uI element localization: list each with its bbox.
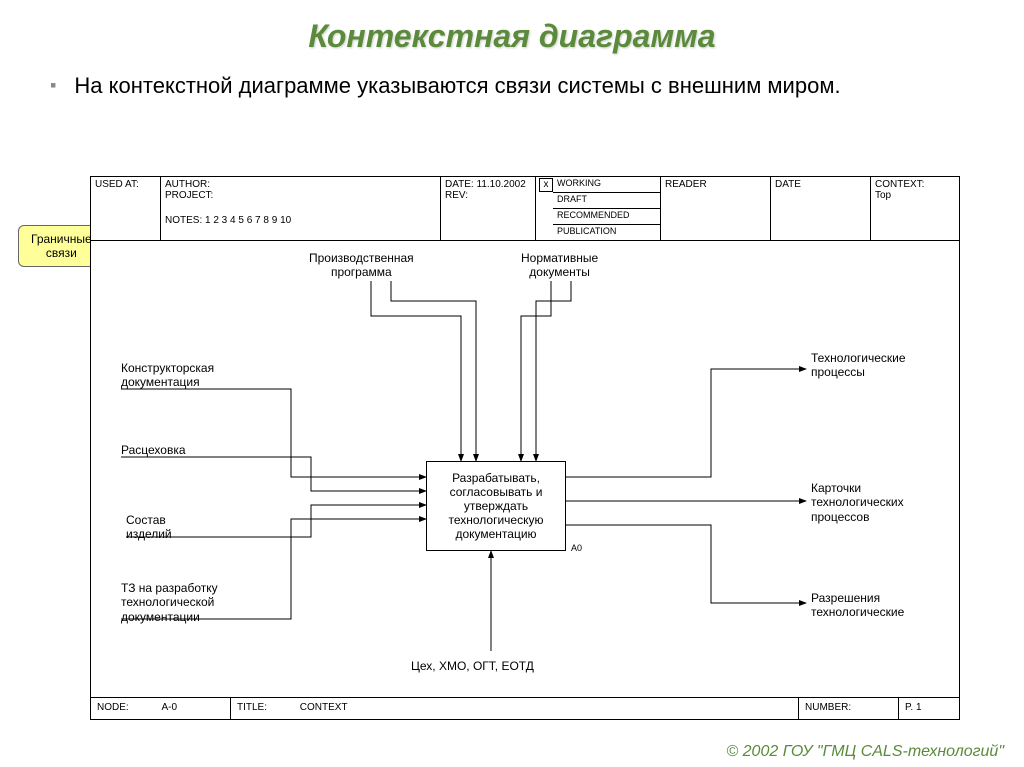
header-table: USED AT: AUTHOR: PROJECT: NOTES: 1 2 3 4… [91,177,959,241]
hdr-notes: NOTES: 1 2 3 4 5 6 7 8 9 10 [165,215,436,226]
footer-table: NODE: A-0 TITLE: CONTEXT NUMBER: P. 1 [91,697,959,719]
hdr-context: CONTEXT: [875,179,956,190]
copyright-text: © 2002 ГОУ "ГМЦ CALS-технологий" [726,743,1004,761]
control-label-0: Производственнаяпрограмма [309,251,414,280]
center-activity-text: Разрабатывать, согласовывать и утверждат… [433,471,559,541]
callout-line1: Граничные [31,232,92,246]
hdr-context-val: Top [875,190,956,201]
ftr-node-label: NODE: [97,702,129,713]
ftr-title-value: CONTEXT [300,702,348,713]
input-label-3: ТЗ на разработкутехнологическойдокумента… [121,581,218,624]
center-box-id: A0 [571,543,582,554]
hdr-x-mark: x [539,178,553,192]
output-label-0: Технологическиепроцессы [811,351,906,380]
hdr-date-value: 11.10.2002 [477,179,526,190]
input-label-0: Конструкторскаядокументация [121,361,214,390]
output-label-1: Карточкитехнологическихпроцессов [811,481,904,524]
ftr-node-value: A-0 [161,702,177,713]
hdr-project: PROJECT: [165,190,436,201]
bullet-text: На контекстной диаграмме указываются свя… [74,71,840,101]
bullet-marker-icon: ▪ [50,75,56,96]
hdr-used-at: USED AT: [91,177,161,240]
hdr-reader: READER [661,177,771,240]
control-label-1: Нормативныедокументы [521,251,598,280]
hdr-working: WORKING [553,177,660,193]
hdr-author: AUTHOR: [165,179,436,190]
input-label-2: Составизделий [126,513,172,542]
hdr-draft: DRAFT [553,193,660,209]
bullet-row: ▪ На контекстной диаграмме указываются с… [0,55,1024,101]
slide-title: Контекстная диаграмма [0,0,1024,55]
hdr-date2: DATE [771,177,871,240]
ftr-page: P. 1 [899,698,959,719]
hdr-publication: PUBLICATION [553,225,660,241]
hdr-recommended: RECOMMENDED [553,209,660,225]
hdr-date-label: DATE: [445,179,474,190]
idef0-frame: USED AT: AUTHOR: PROJECT: NOTES: 1 2 3 4… [90,176,960,720]
center-activity-box: Разрабатывать, согласовывать и утверждат… [426,461,566,551]
output-label-2: Разрешениятехнологические [811,591,904,620]
ftr-number-label: NUMBER: [799,698,899,719]
input-label-1: Расцеховка [121,443,186,457]
callout-line2: связи [31,246,92,260]
mechanism-label: Цех, ХМО, ОГТ, ЕОТД [411,659,534,673]
ftr-title-label: TITLE: [237,702,267,713]
diagram-area: Разрабатывать, согласовывать и утверждат… [91,241,959,697]
hdr-rev: REV: [445,190,531,201]
